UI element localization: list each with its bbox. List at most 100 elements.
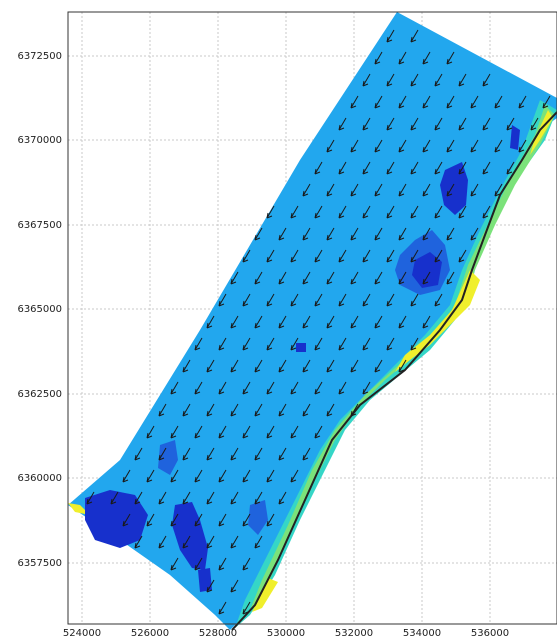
current-vector-arrow [350,315,359,329]
current-vector-arrow [386,117,395,131]
current-vector-arrow [242,557,251,571]
current-vector-arrow [134,447,143,461]
current-vector-arrow [218,601,227,615]
deep-patch-3 [412,252,442,288]
current-vector-arrow [218,557,227,571]
current-vector-arrow [194,381,203,395]
y-tick-labels: 6372500 6370000 6367500 6365000 6362500 … [17,51,62,569]
current-vector-arrow [422,227,431,241]
current-vector-arrow [458,73,467,87]
current-vector-arrow [386,293,395,307]
current-vector-arrow [182,403,191,417]
current-vector-arrow [158,535,167,549]
current-vector-arrow [218,293,227,307]
current-vector-arrow [206,359,215,373]
current-vector-arrow [518,95,527,109]
current-vector-arrow [398,359,407,373]
deep-patch-5 [296,343,306,352]
current-vector-arrow [410,29,419,43]
current-vector-arrow [434,205,443,219]
current-vector-arrow [182,535,191,549]
current-vector-arrow [278,447,287,461]
current-vector-arrow [374,51,383,65]
current-vector-arrow [458,249,467,263]
current-vector-arrow [194,469,203,483]
current-vector-arrow [230,315,239,329]
current-vector-arrow [386,73,395,87]
current-vector-arrow [446,95,455,109]
x-tick-label: 532000 [335,628,373,639]
current-vector-arrow [434,117,443,131]
current-vector-arrow [470,183,479,197]
current-vector-arrow [410,73,419,87]
current-vector-arrow [290,205,299,219]
current-vector-arrow [206,403,215,417]
current-vector-arrow [302,403,311,417]
current-vector-arrow [230,447,239,461]
current-vector-arrow [302,271,311,285]
deep-patch-6 [85,490,148,548]
current-vector-arrow [398,51,407,65]
current-vector-arrow [542,95,551,109]
current-vector-arrow [266,381,275,395]
current-vector-arrow [398,227,407,241]
current-vector-arrow [278,227,287,241]
current-vector-arrow [170,469,179,483]
current-vector-arrow [206,579,215,593]
current-vector-arrow [266,513,275,527]
x-tick-label: 528000 [199,628,237,639]
current-vector-arrow [182,359,191,373]
shoal-band-inner-4 [68,503,90,515]
current-vector-arrow [290,337,299,351]
current-vector-arrow [254,227,263,241]
current-vector-arrow [242,293,251,307]
current-vector-arrow [254,535,263,549]
current-vector-arrow [254,491,263,505]
current-vector-arrow [422,183,431,197]
current-vector-arrow [122,469,131,483]
current-vector-arrow [338,117,347,131]
current-vector-arrow [374,139,383,153]
deep-patch-8 [158,440,178,475]
current-vector-arrow [230,359,239,373]
current-vector-arrow [434,249,443,263]
current-vector-arrow [170,381,179,395]
current-vector-arrow [170,513,179,527]
current-vector-arrow [218,425,227,439]
current-vector-arrow [398,315,407,329]
current-vector-arrow [242,601,251,615]
current-vector-arrow [398,271,407,285]
current-vector-arrow [314,161,323,175]
current-vector-arrow [254,359,263,373]
current-vector-arrow [302,315,311,329]
current-vector-arrow [110,491,119,505]
current-vector-arrow [410,117,419,131]
current-vector-arrow [374,271,383,285]
current-vector-arrow [326,315,335,329]
current-vector-arrow [230,491,239,505]
current-vector-arrow [362,117,371,131]
current-vector-arrow [266,205,275,219]
current-vector-arrow [86,491,95,505]
current-vector-arrow [302,227,311,241]
current-vector-arrow [218,469,227,483]
current-vector-arrow [386,161,395,175]
current-vector-arrow [410,249,419,263]
current-vector-arrow [314,293,323,307]
current-vector-arrow [206,535,215,549]
current-vector-arrow [254,447,263,461]
current-vector-arrow [434,293,443,307]
current-vector-arrow [302,447,311,461]
current-vector-arrow [290,425,299,439]
current-vector-arrow [434,161,443,175]
deep-patch-9 [248,500,268,535]
current-vector-arrow [386,249,395,263]
current-vector-arrow [482,73,491,87]
current-vector-arrow [362,73,371,87]
current-vector-arrow [506,117,515,131]
current-vector-arrow [338,293,347,307]
current-vector-arrow [230,271,239,285]
y-tick-label: 6365000 [17,304,62,315]
current-vector-arrow [338,249,347,263]
current-vectors [86,29,551,615]
